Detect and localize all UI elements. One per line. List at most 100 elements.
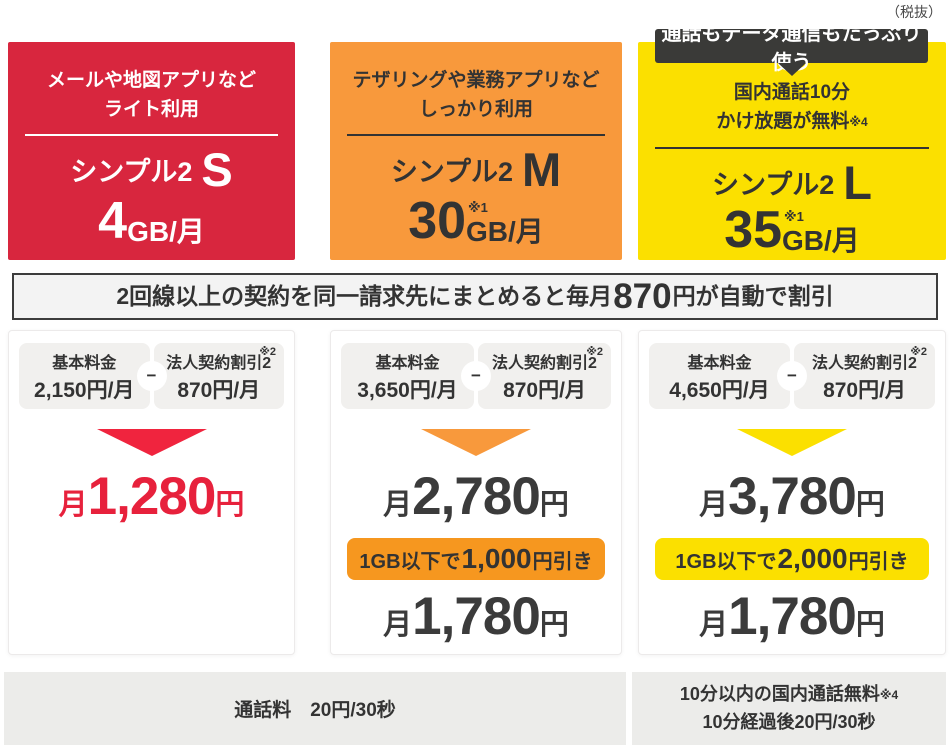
top-callout-pointer-icon xyxy=(778,63,806,76)
plan-headline-line2: ライト利用 xyxy=(103,99,199,120)
price-prefix: 月 xyxy=(699,489,729,521)
discount-box: ※2 法人契約割引2 870円/月 xyxy=(153,343,284,409)
data-amount: 30 xyxy=(408,192,467,250)
discount-box: ※2 法人契約割引2 870円/月 xyxy=(794,343,935,409)
monthly-price: 月 1,280 円 xyxy=(9,467,294,526)
price-suffix: 円 xyxy=(855,489,885,521)
badge-text-pre: 1GB以下で xyxy=(675,550,777,573)
data-footnote: ※1 xyxy=(468,199,488,215)
price-suffix: 円 xyxy=(539,609,569,642)
plan-size-letter: M xyxy=(522,142,562,196)
minus-operator-icon: − xyxy=(136,361,167,391)
price-prefix: 月 xyxy=(58,489,88,521)
discount-footnote: ※2 xyxy=(259,346,276,358)
plan-detail-m: 基本料金 3,650円/月 ※2 法人契約割引2 870円/月 − 月 2,78… xyxy=(330,330,622,655)
data-unit: GB/月 xyxy=(466,215,544,247)
header-divider xyxy=(25,134,278,136)
badge-amount: 1,000 xyxy=(461,543,532,575)
price-amount: 1,780 xyxy=(412,587,541,647)
free-call-note: 10分以内の国内通話無料※4 10分経過後20円/30秒 xyxy=(632,672,946,745)
base-fee-box: 基本料金 3,650円/月 xyxy=(341,343,474,409)
discount-label: 法人契約割引2 xyxy=(166,354,272,372)
arrow-down-icon xyxy=(96,429,207,456)
price-suffix: 円 xyxy=(215,489,245,521)
plan-headline-line2: しっかり利用 xyxy=(418,99,533,120)
badge-text-post: 円引き xyxy=(532,550,593,573)
data-allowance: 30 ※1 GB/月 xyxy=(408,194,544,249)
price-prefix: 月 xyxy=(699,609,729,642)
price-suffix: 円 xyxy=(539,489,569,521)
discount-box: ※2 法人契約割引2 870円/月 xyxy=(478,343,611,409)
header-divider xyxy=(655,147,929,149)
plan-name-row: シンプル2 S xyxy=(70,142,233,196)
monthly-price: 月 2,780 円 xyxy=(331,467,621,526)
low-usage-discount-badge: 1GB以下で 1,000 円引き xyxy=(347,538,605,581)
plan-headline-line2: かけ放題が無料※4 xyxy=(716,107,867,137)
badge-text-post: 円引き xyxy=(848,550,909,573)
discount-value: 870円/月 xyxy=(823,378,906,402)
arrow-down-icon xyxy=(737,429,847,456)
price-prefix: 月 xyxy=(383,489,413,521)
discount-value: 870円/月 xyxy=(177,378,261,402)
banner-text-post: 円が自動で割引 xyxy=(672,283,834,309)
free-call-line2: 10分経過後20円/30秒 xyxy=(702,711,876,732)
base-fee-box: 基本料金 4,650円/月 xyxy=(649,343,790,409)
plan-name-row: シンプル2 M xyxy=(391,142,561,196)
base-fee-box: 基本料金 2,150円/月 xyxy=(19,343,150,409)
discount-value: 870円/月 xyxy=(503,378,586,402)
data-unit: GB/月 xyxy=(782,224,860,256)
discounted-monthly-price: 月 1,780 円 xyxy=(331,587,621,647)
data-unit-wrap: GB/月 xyxy=(127,200,205,249)
plan-header-l: 通話もデータ通信もたっぷり使う 国内通話10分 かけ放題が無料※4 シンプル2 … xyxy=(638,23,946,260)
price-amount: 1,280 xyxy=(87,467,217,526)
base-fee-label: 基本料金 xyxy=(687,354,752,372)
header-divider xyxy=(347,134,605,136)
call-rate-text: 通話料 20円/30秒 xyxy=(234,700,396,721)
plan-headline-line1: 国内通話10分 xyxy=(733,82,851,103)
base-fee-value: 4,650円/月 xyxy=(669,378,770,402)
data-amount: 35 xyxy=(724,201,783,259)
discount-label: 法人契約割引2 xyxy=(492,354,597,372)
plan-size-letter: L xyxy=(843,155,872,209)
plan-detail-l: 基本料金 4,650円/月 ※2 法人契約割引2 870円/月 − 月 3,78… xyxy=(638,330,946,655)
base-fee-value: 2,150円/月 xyxy=(34,378,135,402)
arrow-down-icon xyxy=(421,429,531,456)
minus-operator-icon: − xyxy=(461,361,491,391)
top-callout-badge: 通話もデータ通信もたっぷり使う xyxy=(655,23,928,74)
monthly-price: 月 3,780 円 xyxy=(639,467,945,526)
tax-note: （税抜） xyxy=(886,4,942,20)
price-amount: 1,780 xyxy=(728,587,857,647)
plan-detail-s: 基本料金 2,150円/月 ※2 法人契約割引2 870円/月 − 月 1,28… xyxy=(8,330,295,655)
free-call-footnote: ※4 xyxy=(879,687,899,702)
data-unit-wrap: ※1 GB/月 xyxy=(782,209,860,258)
discounted-monthly-price: 月 1,780 円 xyxy=(639,587,945,647)
discount-footnote: ※2 xyxy=(586,346,603,358)
price-calculation: 基本料金 2,150円/月 ※2 法人契約割引2 870円/月 − xyxy=(19,343,284,409)
base-fee-label: 基本料金 xyxy=(375,354,440,372)
banner-text-pre: 2回線以上の契約を同一請求先にまとめると毎月 xyxy=(116,283,613,309)
plan-headline-line1: テザリングや業務アプリなど xyxy=(352,70,600,91)
plan-headline-text: かけ放題が無料 xyxy=(716,111,850,132)
plan-name: シンプル2 xyxy=(390,156,514,187)
plan-header-m: テザリングや業務アプリなど しっかり利用 シンプル2 M 30 ※1 GB/月 xyxy=(330,42,622,260)
multi-line-discount-banner: 2回線以上の契約を同一請求先にまとめると毎月 870 円が自動で割引 xyxy=(12,273,938,320)
plan-name-row: シンプル2 L xyxy=(712,155,872,209)
plan-headline-line1: メールや地図アプリなど xyxy=(46,70,256,91)
base-fee-label: 基本料金 xyxy=(52,354,117,372)
call-rate-note: 通話料 20円/30秒 xyxy=(4,672,626,745)
free-call-line1: 10分以内の国内通話無料※4 xyxy=(680,681,898,709)
badge-text-pre: 1GB以下で xyxy=(359,550,461,573)
price-amount: 2,780 xyxy=(412,467,541,526)
price-calculation: 基本料金 4,650円/月 ※2 法人契約割引2 870円/月 − xyxy=(649,343,935,409)
banner-amount: 870 xyxy=(613,277,672,316)
data-unit: GB/月 xyxy=(127,215,205,247)
headline-footnote: ※4 xyxy=(849,115,868,129)
plan-size-letter: S xyxy=(201,142,233,196)
data-unit-wrap: ※1 GB/月 xyxy=(466,200,544,249)
data-allowance: 4 GB/月 xyxy=(98,194,205,249)
price-amount: 3,780 xyxy=(728,467,857,526)
low-usage-discount-badge: 1GB以下で 2,000 円引き xyxy=(655,538,929,581)
data-footnote: ※1 xyxy=(784,208,804,224)
plan-name: シンプル2 xyxy=(70,156,193,187)
